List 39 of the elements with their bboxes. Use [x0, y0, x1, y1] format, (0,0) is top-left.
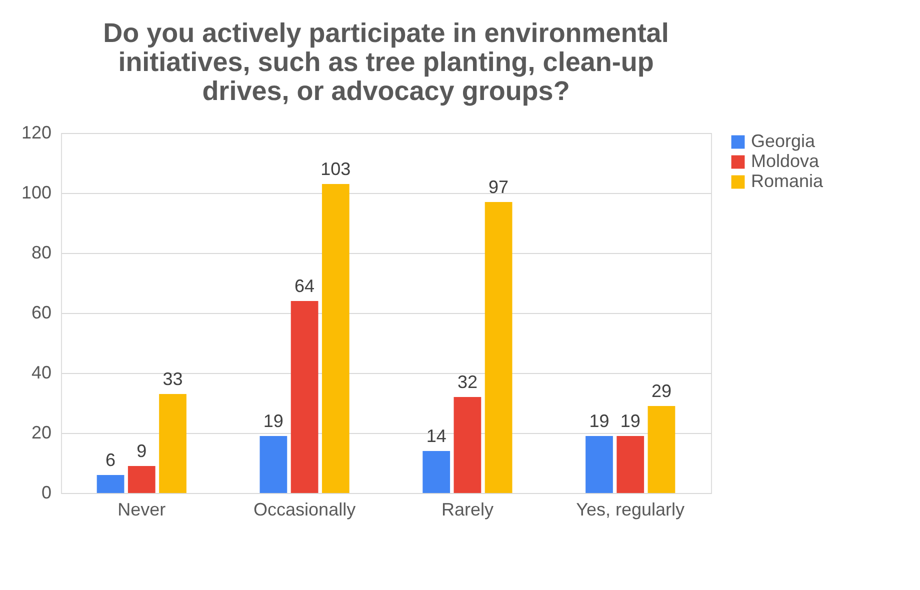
data-label: 19 — [620, 411, 640, 431]
legend-label: Georgia — [751, 131, 816, 151]
bar — [422, 451, 450, 493]
y-tick-label: 0 — [41, 482, 52, 502]
data-label: 19 — [589, 411, 610, 431]
x-tick-label: Occasionally — [254, 500, 356, 520]
data-label: 29 — [651, 381, 672, 401]
data-label: 19 — [263, 411, 284, 431]
y-tick-label: 100 — [21, 182, 52, 202]
y-tick-label: 80 — [31, 242, 52, 262]
data-label: 14 — [426, 426, 446, 446]
legend-label: Romania — [751, 171, 824, 191]
legend-label: Moldova — [751, 151, 820, 171]
bar — [96, 475, 124, 493]
bar — [322, 184, 350, 493]
y-tick-label: 40 — [31, 362, 52, 382]
y-tick-label: 20 — [31, 422, 52, 442]
x-tick-label: Yes, regularly — [576, 500, 685, 520]
data-label: 32 — [457, 372, 478, 392]
data-label: 103 — [320, 159, 351, 179]
bar — [484, 202, 512, 493]
x-tick-label: Never — [118, 500, 166, 520]
bar — [128, 466, 156, 493]
data-label: 9 — [136, 441, 147, 461]
data-label: 97 — [488, 177, 509, 197]
bar — [454, 397, 482, 493]
bar — [290, 301, 318, 493]
x-tick-label: Rarely — [441, 500, 494, 520]
y-tick-label: 60 — [31, 302, 52, 322]
bar — [648, 406, 676, 493]
y-tick-label: 120 — [21, 122, 52, 142]
bar — [616, 436, 644, 493]
data-label: 33 — [162, 369, 183, 389]
bar — [260, 436, 288, 493]
bar — [159, 394, 186, 493]
data-label: 6 — [106, 450, 116, 470]
chart-title: Do you actively participate in environmental initiatives, such as tree planting, clean-up drives, or advocacy groups? — [103, 18, 669, 106]
bar — [586, 436, 613, 493]
data-label: 64 — [294, 276, 315, 296]
